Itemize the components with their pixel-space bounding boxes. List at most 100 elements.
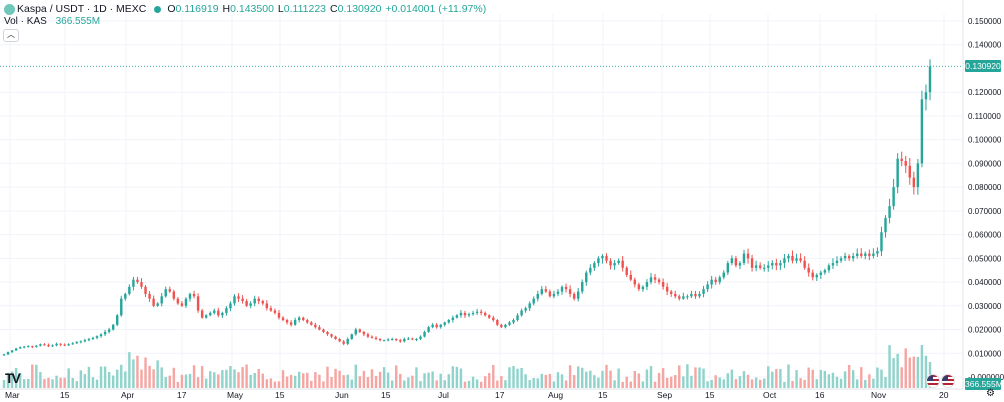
candle-body: [605, 255, 608, 261]
volume-bar: [399, 373, 402, 388]
volume-bar: [536, 378, 539, 388]
candle-body: [888, 206, 891, 218]
candle-body: [928, 66, 932, 93]
candle-body: [18, 347, 22, 349]
candle-body: [399, 340, 402, 342]
volume-bar: [669, 376, 673, 388]
volume-bar: [213, 372, 216, 388]
volume-bar: [289, 374, 293, 388]
volume-bar: [767, 366, 770, 388]
volume-bar: [649, 366, 653, 388]
volume-bar: [257, 369, 260, 388]
candle-body: [51, 345, 54, 347]
candle-body: [872, 253, 875, 256]
tradingview-logo-icon[interactable]: TV: [5, 370, 21, 386]
volume-bar: [479, 381, 483, 388]
candle-body: [120, 298, 123, 316]
volume-bar: [665, 377, 669, 388]
candle-body: [318, 327, 321, 330]
candle-body: [576, 291, 580, 299]
x-tick-label: Apr: [121, 390, 134, 400]
candle-body: [322, 329, 325, 332]
volume-bar: [71, 377, 74, 388]
us-flag-event-icon[interactable]: [941, 374, 955, 388]
candle-body: [358, 329, 362, 332]
volume-bar: [419, 381, 422, 388]
volume-bar: [306, 372, 309, 388]
candle-body: [585, 272, 588, 283]
candle-body: [556, 291, 560, 294]
candle-body: [686, 296, 689, 298]
volume-bar: [601, 370, 604, 388]
candle-body: [366, 334, 370, 337]
volume-bar: [572, 375, 576, 388]
candle-body: [132, 279, 135, 287]
x-tick-label: Sep: [657, 390, 672, 400]
candle-body: [27, 346, 30, 348]
candle-body: [374, 337, 378, 340]
settings-icon[interactable]: ⚙: [986, 388, 995, 399]
candle-body: [350, 334, 353, 340]
candle-body: [568, 289, 572, 294]
candle-body: [427, 327, 430, 332]
candle-body: [237, 296, 240, 299]
volume-bar: [63, 377, 66, 388]
volume-bar: [459, 368, 463, 388]
volume-bar: [512, 365, 515, 388]
volume-bar: [427, 372, 430, 388]
volume-bar: [2, 379, 6, 388]
candle-body: [423, 331, 426, 337]
volume-bar: [730, 369, 734, 388]
candle-body: [103, 331, 107, 335]
candle-body: [851, 255, 855, 259]
candle-body: [196, 296, 200, 311]
volume-bar: [103, 366, 107, 388]
volume-bar: [811, 369, 814, 388]
candle-body: [799, 258, 802, 261]
volume-bar: [617, 368, 620, 388]
volume-bar: [116, 369, 119, 388]
volume-bar: [528, 380, 531, 388]
candle-body: [192, 293, 196, 297]
volume-bar: [916, 356, 920, 388]
candle-body: [807, 267, 810, 273]
candle-body: [314, 324, 317, 328]
volume-bar: [370, 369, 374, 388]
candle-body: [483, 312, 487, 316]
volume-bar: [892, 358, 895, 388]
volume-bar: [261, 373, 265, 388]
volume-bar: [831, 372, 835, 388]
volume-bar: [779, 368, 782, 388]
candle-body: [403, 339, 406, 342]
x-tick-label: 15: [60, 390, 70, 400]
x-tick-label: Aug: [548, 390, 563, 400]
candle-body: [524, 308, 527, 311]
candle-body: [754, 265, 758, 268]
volume-bar: [407, 377, 410, 388]
volume-bar: [746, 374, 750, 388]
volume-bar: [346, 374, 349, 388]
candle-body: [451, 317, 455, 321]
candle-body: [419, 336, 422, 340]
symbol-title[interactable]: Kaspa / USDT · 1D · MEXC: [17, 3, 147, 15]
volume-bar: [330, 376, 333, 388]
y-tick-label: 0.030000: [968, 302, 1002, 311]
volume-bar: [423, 373, 426, 388]
volume-bar: [860, 367, 863, 388]
y-tick-label: 0.090000: [968, 159, 1002, 168]
volume-bar: [455, 366, 459, 388]
candle-body: [435, 324, 438, 328]
volume-bar: [508, 367, 511, 388]
us-flag-event-icon[interactable]: [926, 374, 940, 388]
candle-body: [71, 343, 74, 345]
candle-body: [718, 277, 721, 283]
volume-bar: [475, 379, 479, 388]
volume-bar: [621, 381, 624, 388]
candle-body: [924, 92, 928, 100]
chevron-up-icon[interactable]: ︿: [3, 29, 19, 42]
volume-bar: [593, 375, 596, 388]
volume-bar: [888, 345, 891, 388]
candle-body: [892, 187, 895, 207]
volume-bar: [47, 377, 50, 388]
